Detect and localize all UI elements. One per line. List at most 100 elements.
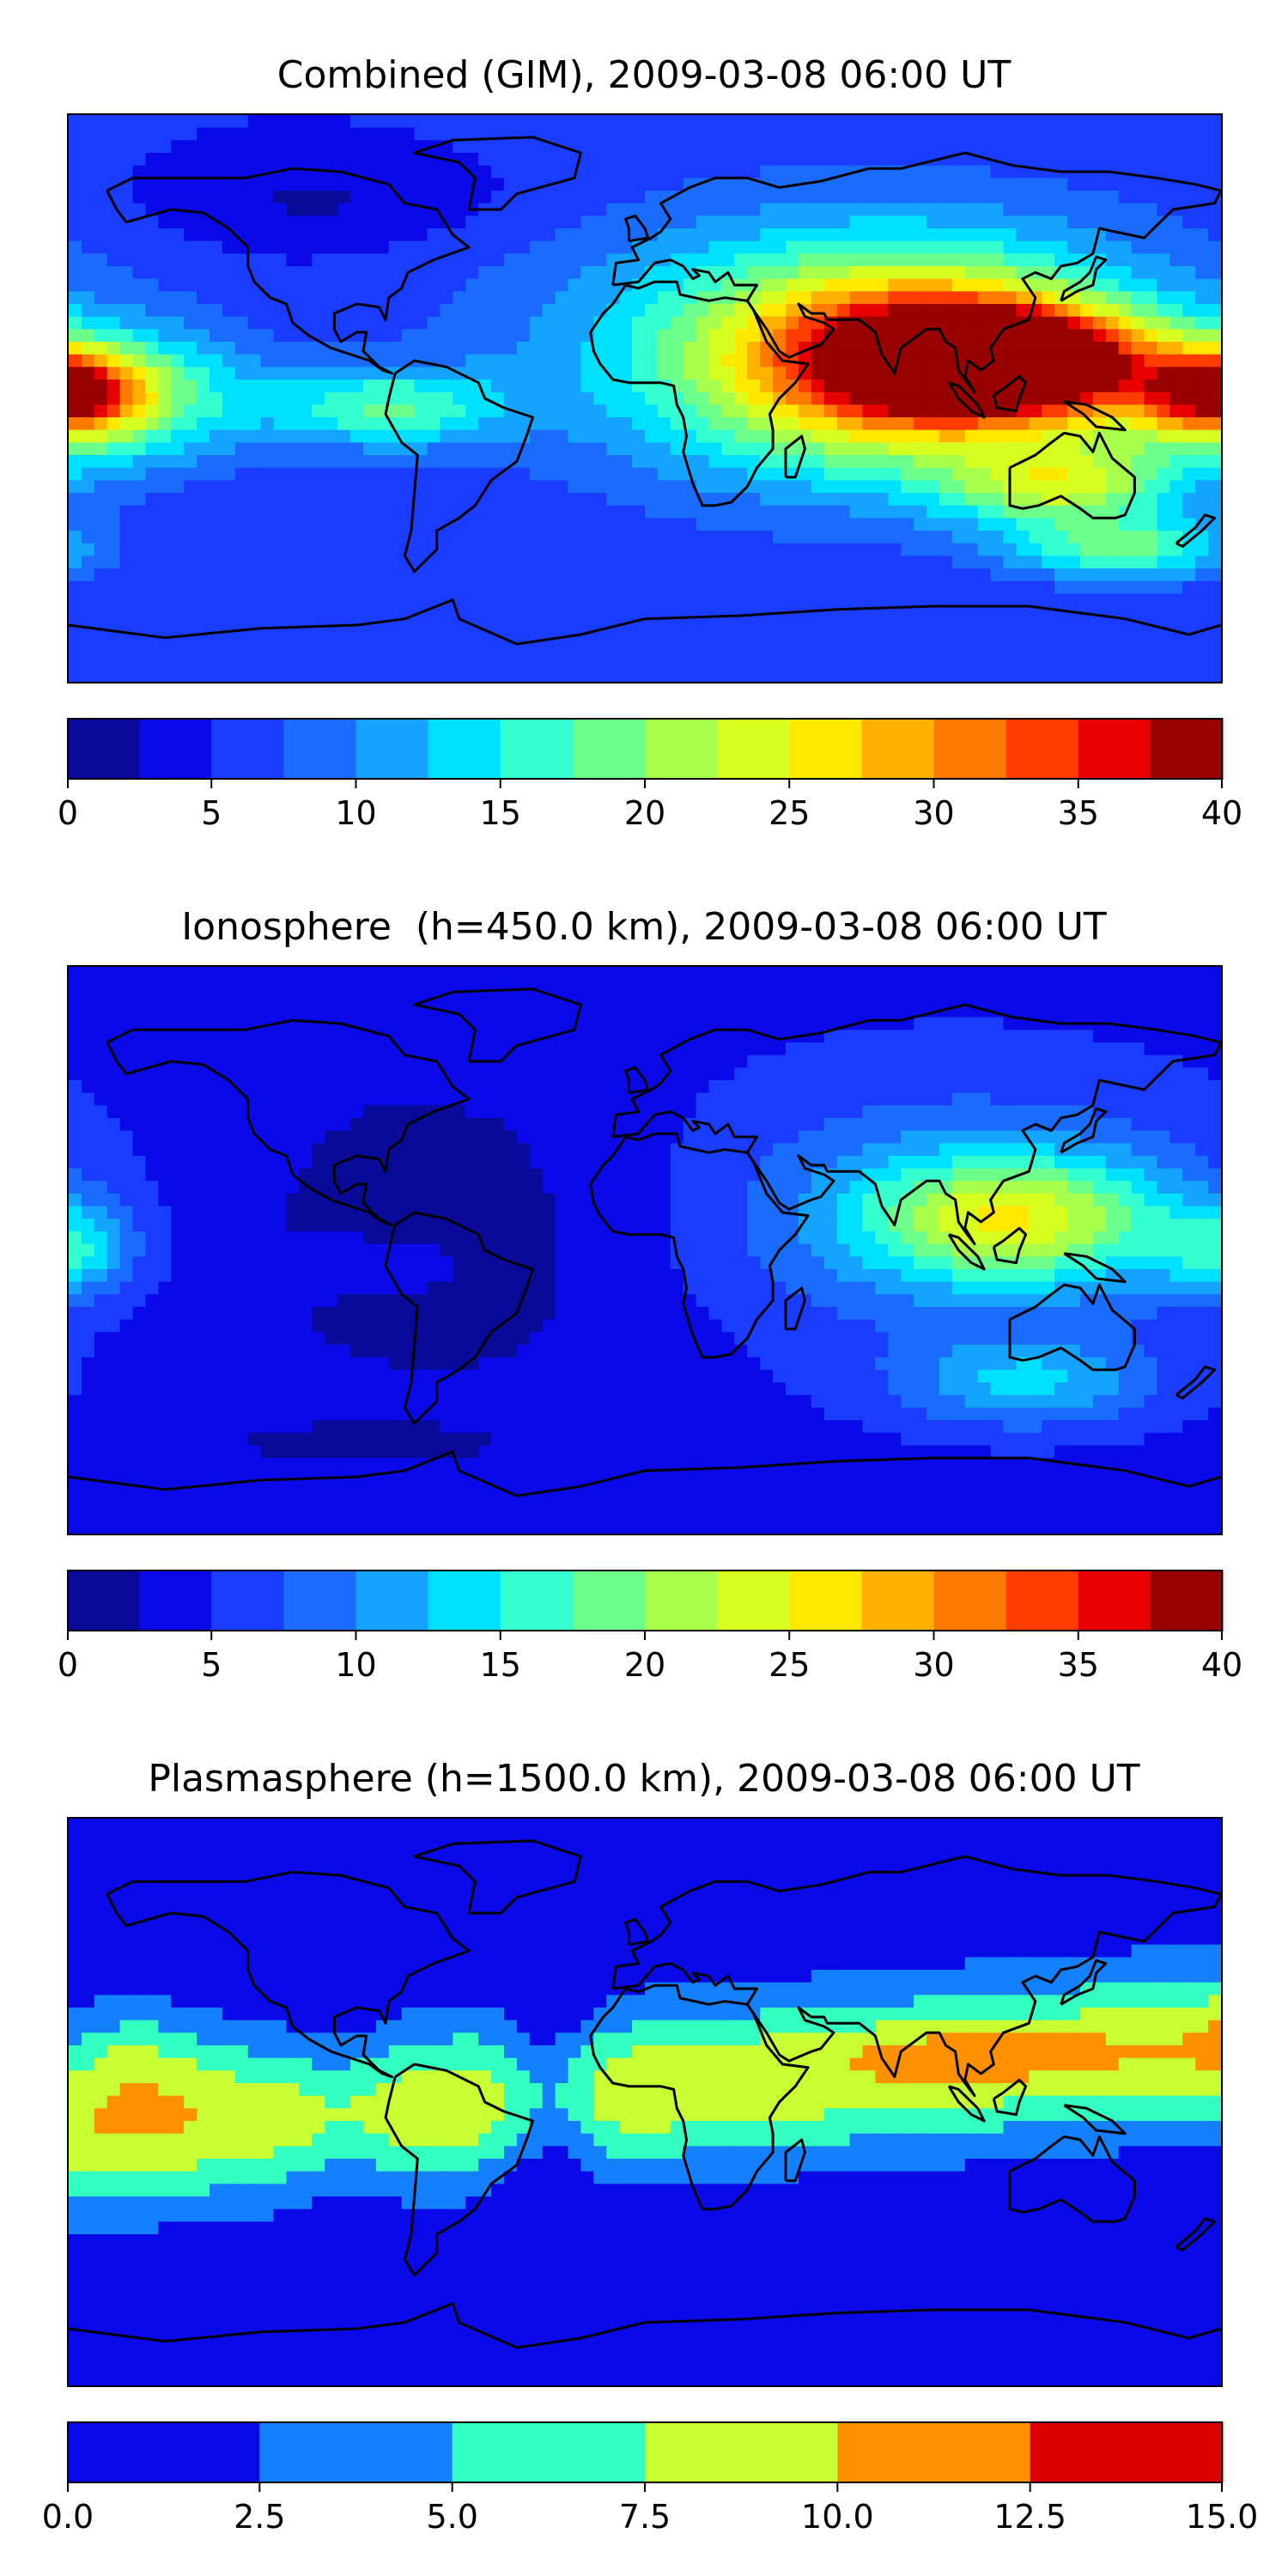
- heatmap-cell: [260, 266, 275, 280]
- heatmap-cell: [286, 505, 300, 519]
- heatmap-cell: [350, 304, 364, 318]
- heatmap-cell: [760, 429, 774, 443]
- heatmap-cell: [478, 178, 492, 191]
- heatmap-cell: [234, 1005, 249, 1018]
- heatmap-cell: [350, 203, 364, 216]
- heatmap-cell: [606, 1017, 620, 1030]
- heatmap-cell: [197, 618, 210, 632]
- heatmap-cell: [1182, 543, 1196, 556]
- heatmap-cell: [145, 618, 159, 632]
- heatmap-cell: [580, 178, 594, 191]
- heatmap-cell: [619, 631, 633, 645]
- heatmap-cell: [362, 203, 377, 216]
- heatmap-cell: [773, 1030, 787, 1043]
- heatmap-cell: [158, 417, 172, 431]
- heatmap-cell: [1029, 455, 1042, 469]
- heatmap-cell: [914, 342, 927, 355]
- heatmap-cell: [491, 266, 505, 280]
- heatmap-cell: [555, 266, 569, 280]
- heatmap-cell: [210, 992, 223, 1005]
- heatmap-cell: [734, 342, 748, 355]
- heatmap-cell: [247, 606, 262, 620]
- heatmap-cell: [106, 979, 121, 993]
- heatmap-cell: [375, 1017, 390, 1030]
- heatmap-cell: [849, 278, 864, 292]
- heatmap-cell: [914, 606, 927, 620]
- heatmap-cell: [734, 266, 748, 280]
- heatmap-cell: [81, 266, 95, 280]
- heatmap-cell: [1003, 115, 1018, 129]
- heatmap-cell: [747, 216, 761, 229]
- heatmap-cell: [273, 992, 288, 1005]
- heatmap-cell: [734, 618, 748, 632]
- heatmap-cell: [708, 967, 723, 981]
- heatmap-cell: [632, 417, 646, 431]
- heatmap-cell: [325, 191, 338, 204]
- heatmap-cell: [619, 354, 633, 368]
- heatmap-cell: [427, 380, 441, 393]
- heatmap-cell: [580, 240, 594, 254]
- heatmap-cell: [171, 153, 185, 167]
- heatmap-cell: [158, 316, 172, 330]
- heatmap-cell: [836, 593, 851, 607]
- heatmap-cell: [210, 593, 223, 607]
- heatmap-cell: [362, 480, 377, 494]
- heatmap-cell: [798, 266, 812, 280]
- heatmap-cell: [273, 1080, 288, 1094]
- heatmap-cell: [990, 992, 1005, 1005]
- heatmap-cell: [453, 1030, 466, 1043]
- heatmap-cell: [734, 644, 748, 658]
- heatmap-cell: [811, 115, 825, 129]
- heatmap-cell: [222, 342, 236, 355]
- heatmap-cell: [823, 467, 838, 481]
- heatmap-cell: [977, 442, 992, 456]
- heatmap-cell: [1170, 266, 1183, 280]
- heatmap-cell: [529, 165, 544, 179]
- heatmap-cell: [645, 354, 659, 368]
- heatmap-cell: [273, 417, 288, 431]
- heatmap-cell: [823, 380, 838, 393]
- heatmap-cell: [286, 1054, 300, 1068]
- heatmap-cell: [222, 404, 236, 418]
- heatmap-cell: [593, 1017, 607, 1030]
- heatmap-cell: [734, 291, 748, 305]
- heatmap-cell: [119, 618, 134, 632]
- heatmap-cell: [286, 442, 300, 456]
- heatmap-cell: [132, 556, 147, 569]
- heatmap-cell: [1144, 115, 1158, 129]
- heatmap-cell: [888, 556, 902, 569]
- heatmap-cell: [197, 1042, 210, 1056]
- heatmap-cell: [1092, 216, 1107, 229]
- heatmap-cell: [939, 316, 953, 330]
- heatmap-cell: [312, 178, 325, 191]
- heatmap-cell: [529, 191, 544, 204]
- heatmap-cell: [823, 1054, 838, 1068]
- heatmap-cell: [708, 240, 723, 254]
- heatmap-cell: [401, 153, 416, 167]
- heatmap-cell: [1092, 203, 1107, 216]
- heatmap-cell: [94, 593, 108, 607]
- heatmap-cell: [927, 1042, 940, 1056]
- heatmap-cell: [580, 967, 594, 981]
- heatmap-cell: [773, 979, 787, 993]
- heatmap-cell: [734, 404, 748, 418]
- heatmap-cell: [273, 618, 288, 632]
- heatmap-cell: [875, 367, 889, 380]
- heatmap-cell: [1042, 228, 1055, 242]
- heatmap-cell: [273, 644, 288, 658]
- heatmap-cell: [555, 278, 569, 292]
- heatmap-cell: [760, 518, 774, 532]
- heatmap-cell: [362, 1042, 377, 1056]
- heatmap-cell: [734, 216, 748, 229]
- heatmap-cell: [606, 240, 620, 254]
- heatmap-cell: [453, 329, 466, 343]
- heatmap-cell: [760, 580, 774, 594]
- heatmap-cell: [69, 1030, 82, 1043]
- colorbar-segment: [1078, 718, 1151, 780]
- heatmap-cell: [260, 203, 275, 216]
- heatmap-cell: [964, 278, 979, 292]
- heatmap-cell: [81, 1067, 95, 1081]
- heatmap-cell: [875, 253, 889, 267]
- heatmap-cell: [1003, 1080, 1018, 1094]
- heatmap-cell: [1208, 992, 1221, 1005]
